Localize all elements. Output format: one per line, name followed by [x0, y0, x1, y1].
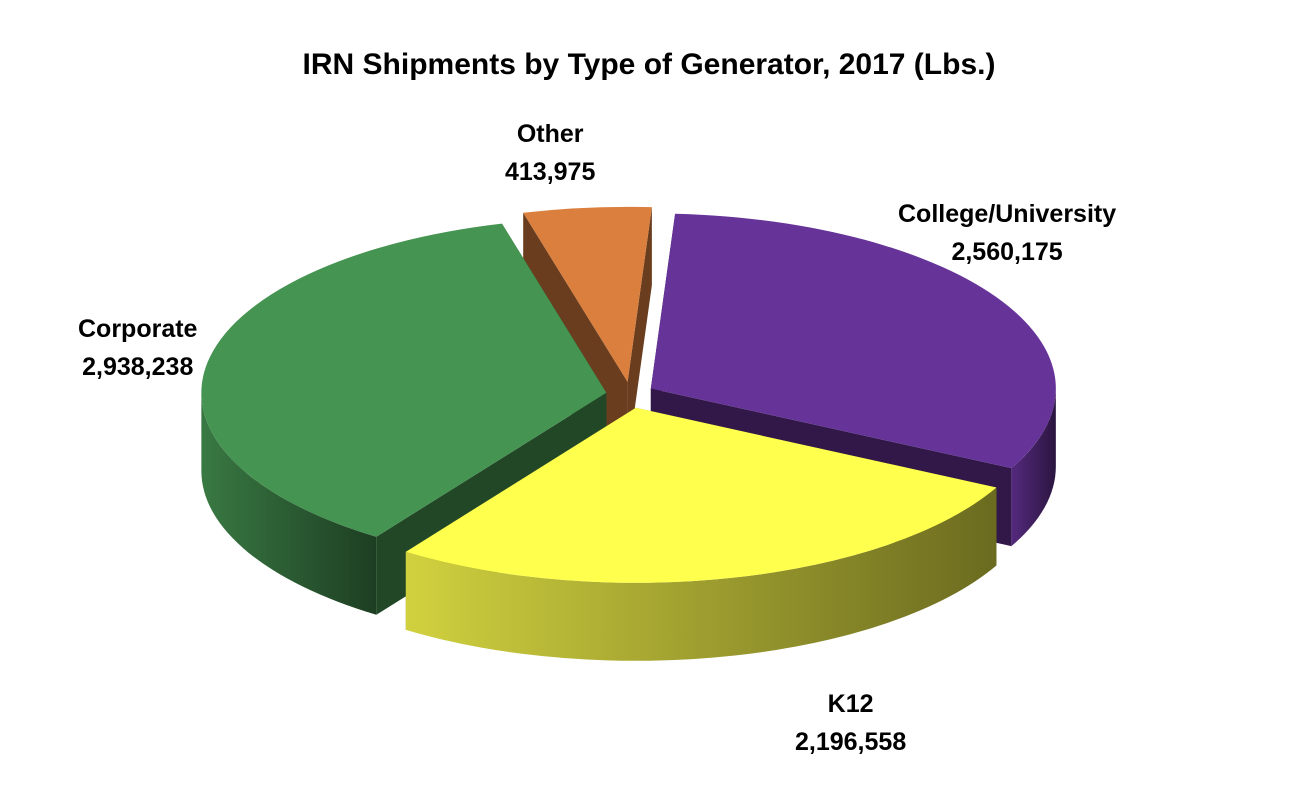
slice-top-face [201, 223, 607, 537]
slice-outer-rim [1011, 388, 1056, 547]
chart-title: IRN Shipments by Type of Generator, 2017… [302, 48, 996, 81]
slice-name: K12 [827, 690, 874, 718]
slice-label-other: Other 413,975 [505, 115, 595, 191]
slice-top-face [523, 206, 652, 382]
slice-outer-rim [201, 392, 377, 615]
slice-name: Other [516, 120, 584, 148]
slice-value: 413,975 [505, 158, 596, 186]
slice-value: 2,560,175 [951, 238, 1063, 266]
slice-label-corporate: Corporate 2,938,238 [78, 310, 197, 386]
slice-name: College/University [898, 200, 1117, 228]
slice-label-college-university: College/University 2,560,175 [898, 195, 1116, 271]
slice-top-face [650, 213, 1056, 469]
slice-name: Corporate [78, 315, 198, 343]
slice-value: 2,938,238 [82, 353, 194, 381]
slice-side-wall [627, 207, 652, 460]
slice-top-face [405, 407, 997, 583]
slice-value: 2,196,558 [795, 728, 907, 756]
slice-label-k12: K12 2,196,558 [795, 685, 906, 761]
pie-slice-k12 [405, 407, 997, 661]
slice-outer-rim [405, 487, 997, 661]
